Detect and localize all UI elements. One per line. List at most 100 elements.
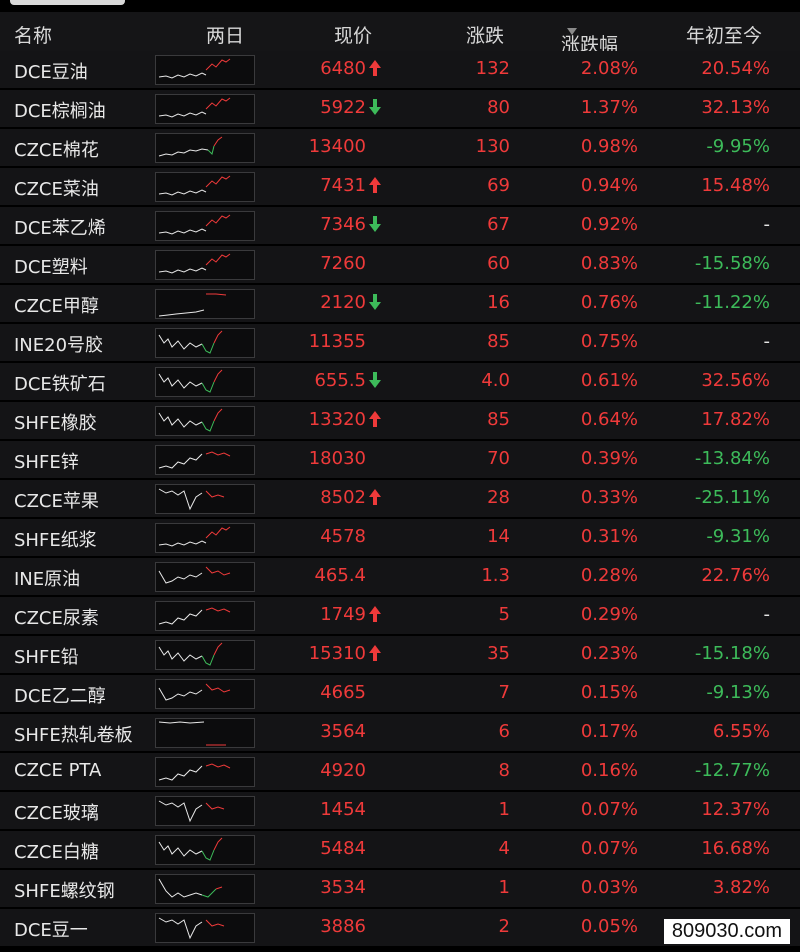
current-price: 18030 <box>308 448 366 469</box>
two-day-sparkline <box>155 250 255 280</box>
instrument-name: DCE棕榈油 <box>14 101 106 122</box>
price-change: 1 <box>498 877 510 898</box>
sort-desc-icon <box>567 28 577 35</box>
arrow-down-icon <box>368 292 382 312</box>
ytd-change: -9.13% <box>706 682 770 703</box>
ytd-change: 20.54% <box>701 58 770 79</box>
two-day-sparkline <box>155 679 255 709</box>
table-row[interactable]: CZCE尿素 1749 5 0.29% - <box>0 597 800 634</box>
price-change: 132 <box>475 58 510 79</box>
change-percent: 0.83% <box>580 253 638 274</box>
change-percent: 0.98% <box>580 136 638 157</box>
two-day-sparkline <box>155 55 255 85</box>
table-row[interactable]: CZCE甲醇 2120 16 0.76% -11.22% <box>0 285 800 322</box>
ytd-change: -11.22% <box>694 292 770 313</box>
instrument-name: CZCE PTA <box>14 760 102 781</box>
header-change-pct[interactable]: 涨跌幅 <box>561 21 618 56</box>
price-change: 85 <box>487 331 510 352</box>
two-day-sparkline <box>155 601 255 631</box>
instrument-name: DCE塑料 <box>14 257 88 278</box>
table-row[interactable]: SHFE纸浆 4578 14 0.31% -9.31% <box>0 519 800 556</box>
instrument-name: DCE乙二醇 <box>14 686 106 707</box>
current-price: 7260 <box>320 253 366 274</box>
table-header: 名称 两日 现价 涨跌 涨跌幅 年初至今 <box>0 12 800 56</box>
instrument-name: CZCE尿素 <box>14 608 99 629</box>
header-change[interactable]: 涨跌 <box>466 25 505 47</box>
price-change: 60 <box>487 253 510 274</box>
change-percent: 1.37% <box>580 97 638 118</box>
price-change: 70 <box>487 448 510 469</box>
current-price: 11355 <box>308 331 366 352</box>
table-row[interactable]: INE20号胶 11355 85 0.75% - <box>0 324 800 361</box>
change-percent: 0.92% <box>580 214 638 235</box>
instrument-name: CZCE棉花 <box>14 140 99 161</box>
current-price: 15310 <box>308 643 366 664</box>
table-row[interactable]: CZCE白糖 5484 4 0.07% 16.68% <box>0 831 800 868</box>
table-row[interactable]: SHFE热轧卷板 3564 6 0.17% 6.55% <box>0 714 800 751</box>
change-percent: 0.29% <box>580 604 638 625</box>
table-row[interactable]: CZCE PTA 4920 8 0.16% -12.77% <box>0 753 800 790</box>
header-name[interactable]: 名称 <box>14 25 53 47</box>
arrow-up-icon <box>368 604 382 624</box>
price-change: 16 <box>487 292 510 313</box>
change-percent: 0.94% <box>580 175 638 196</box>
table-row[interactable]: DCE豆油 6480 132 2.08% 20.54% <box>0 51 800 88</box>
two-day-sparkline <box>155 289 255 319</box>
ytd-change: 32.56% <box>701 370 770 391</box>
two-day-sparkline <box>155 874 255 904</box>
table-row[interactable]: SHFE锌 18030 70 0.39% -13.84% <box>0 441 800 478</box>
header-price[interactable]: 现价 <box>334 25 373 47</box>
two-day-sparkline <box>155 367 255 397</box>
change-percent: 0.33% <box>580 487 638 508</box>
table-row[interactable]: SHFE螺纹钢 3534 1 0.03% 3.82% <box>0 870 800 907</box>
header-ytd[interactable]: 年初至今 <box>686 25 763 47</box>
top-bar <box>0 0 800 8</box>
arrow-up-icon <box>368 175 382 195</box>
change-percent: 0.61% <box>580 370 638 391</box>
arrow-down-icon <box>368 97 382 117</box>
price-change: 2 <box>498 916 510 937</box>
table-row[interactable]: CZCE苹果 8502 28 0.33% -25.11% <box>0 480 800 517</box>
instrument-name: INE原油 <box>14 569 81 590</box>
instrument-name: INE20号胶 <box>14 335 104 356</box>
ytd-change: -9.95% <box>706 136 770 157</box>
ytd-change: 12.37% <box>701 799 770 820</box>
current-price: 7431 <box>320 175 366 196</box>
ytd-change: - <box>763 604 771 625</box>
header-two-day[interactable]: 两日 <box>206 25 245 47</box>
watermark: 809030.com <box>663 919 790 944</box>
change-percent: 2.08% <box>580 58 638 79</box>
table-row[interactable]: CZCE菜油 7431 69 0.94% 15.48% <box>0 168 800 205</box>
change-percent: 0.17% <box>580 721 638 742</box>
ytd-change: - <box>763 331 771 352</box>
current-price: 4578 <box>320 526 366 547</box>
table-row[interactable]: DCE铁矿石 655.5 4.0 0.61% 32.56% <box>0 363 800 400</box>
current-price: 1749 <box>320 604 366 625</box>
table-row[interactable]: DCE塑料 7260 60 0.83% -15.58% <box>0 246 800 283</box>
header-change-pct-label: 涨跌幅 <box>561 34 619 56</box>
instrument-name: SHFE螺纹钢 <box>14 881 115 902</box>
current-price: 1454 <box>320 799 366 820</box>
table-row[interactable]: DCE乙二醇 4665 7 0.15% -9.13% <box>0 675 800 712</box>
instrument-name: CZCE白糖 <box>14 842 99 863</box>
two-day-sparkline <box>155 796 255 826</box>
instrument-name: SHFE纸浆 <box>14 530 97 551</box>
table-row[interactable]: SHFE橡胶 13320 85 0.64% 17.82% <box>0 402 800 439</box>
instrument-name: CZCE苹果 <box>14 491 99 512</box>
change-percent: 0.07% <box>580 799 638 820</box>
arrow-up-icon <box>368 409 382 429</box>
table-row[interactable]: CZCE玻璃 1454 1 0.07% 12.37% <box>0 792 800 829</box>
two-day-sparkline <box>155 913 255 943</box>
table-row[interactable]: SHFE铅 15310 35 0.23% -15.18% <box>0 636 800 673</box>
ytd-change: 22.76% <box>701 565 770 586</box>
ytd-change: - <box>763 214 771 235</box>
ytd-change: 17.82% <box>701 409 770 430</box>
table-row[interactable]: INE原油 465.4 1.3 0.28% 22.76% <box>0 558 800 595</box>
table-row[interactable]: DCE苯乙烯 7346 67 0.92% - <box>0 207 800 244</box>
table-row[interactable]: DCE棕榈油 5922 80 1.37% 32.13% <box>0 90 800 127</box>
table-row[interactable]: CZCE棉花 13400 130 0.98% -9.95% <box>0 129 800 166</box>
current-price: 6480 <box>320 58 366 79</box>
instrument-name: SHFE橡胶 <box>14 413 97 434</box>
two-day-sparkline <box>155 172 255 202</box>
two-day-sparkline <box>155 445 255 475</box>
